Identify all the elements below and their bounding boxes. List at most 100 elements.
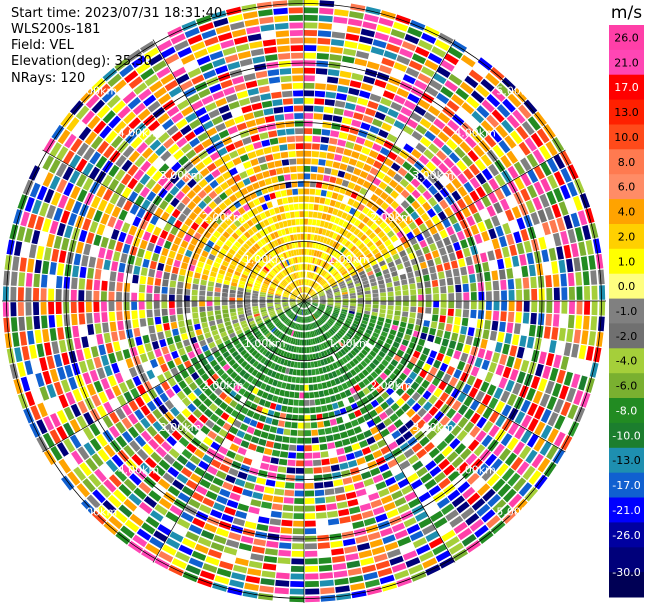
range-gate: [246, 426, 255, 435]
range-gate: [332, 325, 339, 331]
range-gate: [268, 525, 281, 533]
range-gate: [434, 399, 444, 410]
range-gate: [492, 144, 505, 158]
range-gate: [339, 516, 351, 524]
range-gate: [402, 74, 416, 85]
range-gate: [460, 54, 476, 68]
range-gate: [403, 143, 414, 154]
range-gate: [372, 506, 385, 516]
range-gate: [187, 403, 197, 413]
range-gate: [368, 274, 375, 280]
range-gate: [448, 73, 463, 86]
range-gate: [423, 111, 436, 123]
range-gate: [220, 372, 229, 381]
range-gate: [300, 377, 304, 384]
range-gate: [530, 132, 544, 148]
range-gate: [343, 148, 353, 157]
range-gate: [478, 301, 485, 310]
range-gate: [367, 325, 374, 332]
range-gate: [304, 296, 310, 301]
range-gate: [380, 248, 389, 255]
range-gate: [405, 266, 413, 273]
range-gate: [408, 221, 417, 231]
range-gate: [283, 317, 289, 323]
range-gate: [271, 503, 283, 511]
range-gate: [304, 324, 306, 331]
range-gate: [304, 498, 315, 504]
range-gate: [314, 284, 319, 289]
range-gate: [392, 320, 400, 326]
range-gate: [285, 482, 295, 489]
range-gate: [425, 161, 437, 172]
range-gate: [347, 198, 355, 206]
range-gate: [491, 109, 505, 123]
range-gate: [356, 177, 365, 186]
range-gate: [214, 387, 223, 396]
range-gate: [113, 489, 127, 503]
range-gate: [457, 186, 468, 197]
range-gate: [487, 250, 496, 261]
range-gate: [378, 181, 388, 190]
range-gate: [319, 197, 326, 204]
range-gate: [395, 195, 405, 204]
range-gate: [599, 285, 606, 300]
range-gate: [465, 453, 478, 466]
range-gate: [356, 312, 363, 317]
range-gate: [411, 130, 423, 141]
range-gate: [461, 317, 469, 327]
range-gate: [229, 443, 240, 452]
range-gate: [476, 403, 487, 415]
range-gate: [306, 249, 310, 255]
range-gate: [390, 346, 398, 354]
range-gate: [487, 340, 496, 351]
range-gate: [389, 413, 399, 423]
range-gate: [324, 167, 332, 175]
range-gate: [440, 286, 447, 294]
range-gate: [266, 393, 274, 401]
range-gate: [349, 268, 356, 274]
range-gate: [513, 231, 522, 244]
range-gate: [256, 477, 267, 485]
range-gate: [374, 79, 387, 89]
range-gate: [361, 225, 369, 233]
range-gate: [237, 471, 248, 480]
range-gate: [410, 381, 420, 391]
range-gate: [304, 256, 307, 263]
range-gate: [415, 172, 426, 183]
range-gate: [410, 211, 420, 221]
range-gate: [457, 173, 468, 185]
range-gate: [228, 467, 239, 477]
range-gate: [313, 265, 318, 272]
range-gate: [371, 311, 378, 317]
range-gate: [363, 571, 378, 581]
range-gate: [195, 485, 208, 496]
range-gate: [427, 383, 437, 394]
range-gate: [506, 195, 517, 208]
range-gate: [376, 170, 386, 180]
range-gate: [314, 274, 319, 281]
range-gate: [462, 486, 476, 500]
range-gate: [310, 173, 317, 180]
range-gate: [476, 416, 487, 429]
range-gate: [309, 346, 313, 353]
range-gate: [444, 80, 458, 92]
range-gate: [323, 175, 330, 182]
range-gate: [304, 286, 307, 293]
range-gate: [402, 367, 411, 376]
range-gate: [366, 436, 376, 445]
range-gate: [367, 100, 379, 110]
range-gate: [540, 178, 552, 193]
range-gate: [291, 376, 296, 383]
range-gate: [366, 200, 375, 209]
range-gate: [446, 348, 454, 357]
range-gate: [406, 118, 418, 129]
range-gate: [327, 294, 333, 298]
range-gate: [335, 322, 342, 327]
range-gate: [301, 354, 304, 361]
range-gate: [323, 245, 328, 252]
range-gate: [422, 557, 438, 569]
range-gate: [203, 523, 218, 533]
range-gate: [305, 565, 319, 572]
range-gate: [310, 407, 316, 414]
range-gate: [358, 153, 368, 162]
